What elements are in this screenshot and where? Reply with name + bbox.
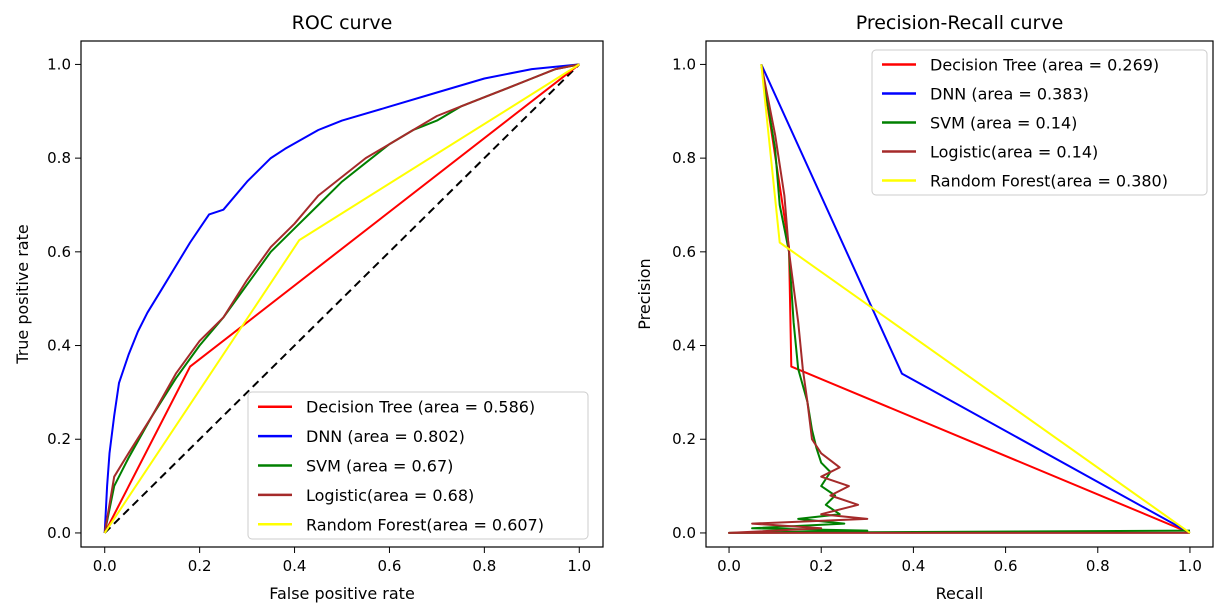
x-tick-label: 0.2 xyxy=(188,557,212,575)
x-tick-label: 0.4 xyxy=(901,557,925,575)
series-line-1 xyxy=(103,63,580,534)
chart-panel-2: Precision-Recall curve 0.0 0.2 0.4 0.6 0.8 1.0… xyxy=(635,12,1214,603)
plot-area xyxy=(103,63,580,534)
series-line-2 xyxy=(760,63,1191,534)
series-line-4 xyxy=(103,63,580,534)
legend: Decision Tree (area = 0.269) DNN (area = … xyxy=(871,49,1208,196)
y-tick-label: 1.0 xyxy=(672,55,696,73)
chart-title: ROC curve xyxy=(292,12,393,34)
y-tick-label: 1.0 xyxy=(47,55,71,73)
chance-line xyxy=(104,63,580,534)
legend: Decision Tree (area = 0.586) DNN (area = … xyxy=(247,391,589,540)
y-tick-label: 0.8 xyxy=(47,149,71,167)
y-tick-label: 0.2 xyxy=(47,430,71,448)
y-tick-label: 0.2 xyxy=(672,430,696,448)
series-line-2 xyxy=(103,63,580,533)
y-tick-label: 0.4 xyxy=(672,337,696,355)
legend-label: SVM (area = 0.67) xyxy=(306,457,453,476)
x-tick-label: 1.0 xyxy=(1178,557,1202,575)
x-axis-label: Recall xyxy=(936,584,984,603)
chart-title: Precision-Recall curve xyxy=(856,12,1064,34)
legend-label: Logistic(area = 0.68) xyxy=(306,486,474,505)
series-line-5 xyxy=(103,63,580,534)
x-tick-label: 0.6 xyxy=(378,557,402,575)
legend-label: DNN (area = 0.802) xyxy=(306,427,465,446)
y-axis-label: True positive rate xyxy=(13,224,32,364)
x-tick-label: 0.4 xyxy=(283,557,307,575)
x-tick-label: 0.8 xyxy=(472,557,496,575)
axes-frame xyxy=(80,40,604,548)
legend-label: Random Forest(area = 0.380) xyxy=(930,172,1168,191)
y-tick-label: 0.6 xyxy=(47,243,71,261)
x-tick-label: 0.2 xyxy=(809,557,833,575)
legend-label: DNN (area = 0.383) xyxy=(930,85,1089,104)
legend-label: SVM (area = 0.14) xyxy=(930,114,1077,133)
y-tick-label: 0.4 xyxy=(47,337,71,355)
y-tick-label: 0.0 xyxy=(47,524,71,542)
chart-panel-1: ROC curve 0.0 0.2 0.4 0.6 0.8 1.0 0.0 0.2 0.4 0.6 0… xyxy=(13,12,604,603)
y-axis-label: Precision xyxy=(635,258,654,329)
series-line-4 xyxy=(728,64,1190,534)
legend-label: Random Forest(area = 0.607) xyxy=(306,515,544,534)
plot-area xyxy=(728,63,1191,534)
x-tick-label: 0.0 xyxy=(93,557,117,575)
x-tick-label: 0.8 xyxy=(1086,557,1110,575)
y-tick-label: 0.0 xyxy=(672,524,696,542)
legend-box xyxy=(247,391,589,540)
legend-label: Decision Tree (area = 0.586) xyxy=(306,398,535,417)
series-line-5 xyxy=(760,64,1191,534)
x-tick-label: 1.0 xyxy=(567,557,591,575)
x-axis-label: False positive rate xyxy=(269,584,415,603)
x-tick-label: 0.0 xyxy=(717,557,741,575)
x-tick-label: 0.6 xyxy=(994,557,1018,575)
y-tick-label: 0.6 xyxy=(672,243,696,261)
legend-box xyxy=(871,49,1208,196)
axes-frame xyxy=(705,40,1214,548)
legend-label: Decision Tree (area = 0.269) xyxy=(930,56,1159,75)
y-tick-label: 0.8 xyxy=(672,149,696,167)
legend-label: Logistic(area = 0.14) xyxy=(930,143,1098,162)
